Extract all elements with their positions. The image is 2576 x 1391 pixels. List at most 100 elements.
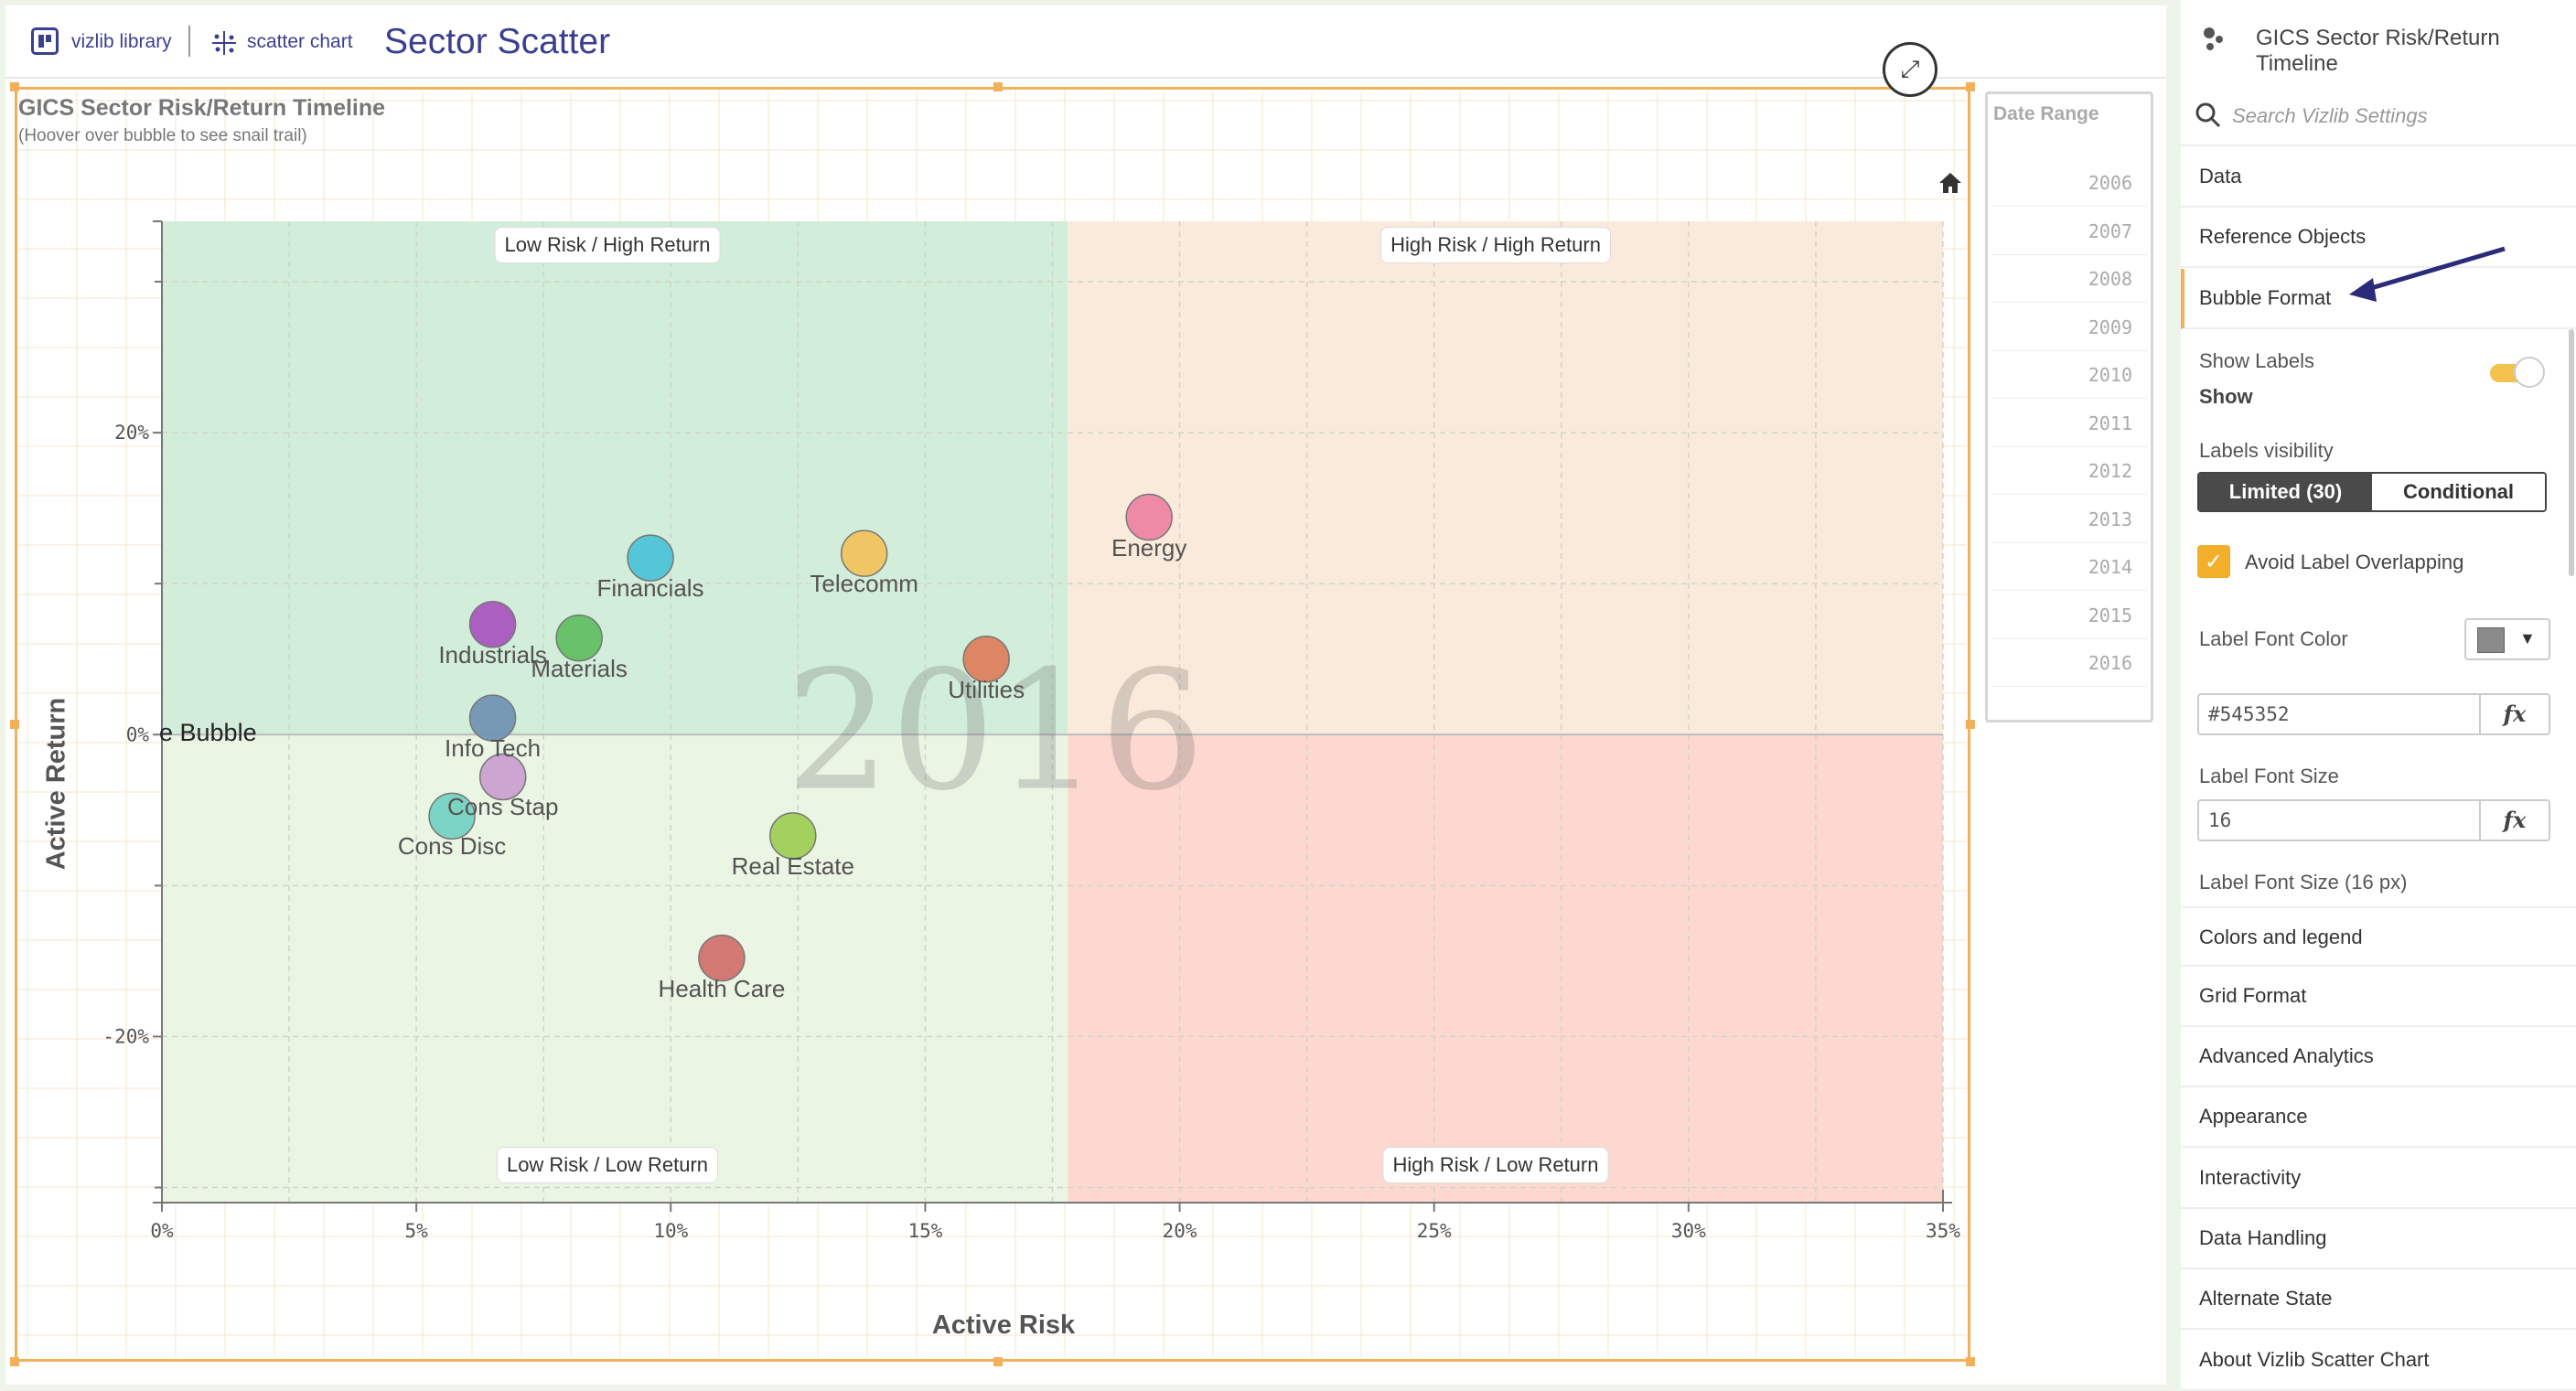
font-size-expression-button[interactable]: fx (2479, 799, 2550, 841)
labels-visibility-conditional-button[interactable]: Conditional (2372, 474, 2545, 510)
bubble-real-estate (769, 812, 817, 860)
breadcrumb-separator (188, 26, 190, 57)
bubble-label: Materials (531, 654, 628, 682)
x-tick-label: 10% (653, 1220, 688, 1242)
bubble-utilities (962, 635, 1010, 683)
color-swatch (2477, 627, 2505, 653)
labels-visibility-label: Labels visibility (2199, 439, 2334, 462)
resize-handle[interactable] (993, 82, 1003, 91)
bubble-health-care (698, 934, 746, 982)
section-advanced-analytics[interactable]: Advanced Analytics (2181, 1027, 2576, 1087)
year-item[interactable]: 2011 (1991, 400, 2147, 447)
bubble-label: Energy (1111, 533, 1187, 562)
resize-handle[interactable] (1966, 720, 1975, 729)
labels-visibility-limited-button[interactable]: Limited (30) (2199, 474, 2372, 510)
resize-handle[interactable] (1966, 1357, 1975, 1366)
breadcrumb-scatter-chart[interactable]: scatter chart (247, 31, 353, 52)
bubble-label: Industrials (438, 640, 547, 669)
year-item[interactable]: 2013 (1991, 496, 2147, 543)
settings-search (2181, 90, 2576, 146)
checkmark-icon: ✓ (2204, 549, 2224, 574)
x-tick-label: 0% (150, 1220, 174, 1242)
year-item[interactable]: 2015 (1991, 592, 2147, 639)
search-input[interactable] (2230, 97, 2563, 135)
bubble-label: Cons Stap (447, 793, 559, 821)
vizlib-logo-icon[interactable] (31, 27, 59, 55)
year-item[interactable]: 2007 (1991, 208, 2147, 255)
expand-button[interactable]: ⤢ (1883, 42, 1937, 97)
section-alternate-state[interactable]: Alternate State (2181, 1269, 2576, 1330)
chart-title: GICS Sector Risk/Return Timeline (18, 95, 386, 121)
show-labels-label: Show Labels (2199, 349, 2314, 372)
avoid-overlap-checkbox[interactable]: ✓ (2197, 545, 2230, 578)
section-data-handling[interactable]: Data Handling (2181, 1209, 2576, 1269)
date-range-title: Date Range (1993, 103, 2099, 124)
avoid-overlap-label: Avoid Label Overlapping (2245, 551, 2464, 573)
resize-handle[interactable] (10, 82, 19, 91)
quadrant-high-risk-low-return (1068, 734, 1943, 1203)
resize-handle[interactable] (993, 1357, 1003, 1366)
year-item[interactable]: 2012 (1991, 447, 2147, 495)
bubble-telecomm (840, 530, 888, 577)
breadcrumb-library[interactable]: vizlib library (71, 31, 172, 52)
y-tick-label: -20% (102, 1025, 149, 1047)
year-item[interactable]: 2014 (1991, 543, 2147, 591)
section-interactivity[interactable]: Interactivity (2181, 1149, 2576, 1209)
quadrant-high-risk-high-return (1068, 221, 1943, 735)
bubble-materials (555, 614, 603, 662)
section-about-vizlib-scatter-chart[interactable]: About Vizlib Scatter Chart (2181, 1331, 2576, 1391)
label-font-color-picker[interactable]: ▼ (2464, 618, 2550, 660)
bubble-info-tech (468, 694, 517, 742)
expand-icon: ⤢ (1900, 55, 1920, 82)
scatter-plot[interactable]: 0% 5% 10% 15% 20% 25% 30% 35% -20% 0% 20% (0, 0, 2177, 1389)
bubble-cons-stap (478, 753, 527, 801)
x-tick-label: 15% (907, 1220, 942, 1242)
label-font-size-label: Label Font Size (2199, 765, 2339, 787)
scatter-object-icon (2204, 27, 2223, 50)
y-tick-label: 0% (126, 723, 150, 745)
label-font-size-input[interactable]: 16 (2197, 799, 2481, 841)
bubble-label: Real Estate (731, 851, 854, 880)
y-tick-label: 20% (114, 422, 149, 444)
quadrant-low-risk-low-return (162, 734, 1068, 1203)
quadrant-label-high-risk-low-return: High Risk / Low Return (1382, 1147, 1609, 1183)
resize-handle[interactable] (10, 1357, 19, 1366)
x-tick-label: 5% (404, 1220, 428, 1242)
section-appearance[interactable]: Appearance (2181, 1087, 2576, 1148)
bubble-label: Financials (596, 574, 704, 603)
label-font-color-input[interactable]: #545352 (2197, 693, 2481, 735)
year-item[interactable]: 2010 (1991, 351, 2147, 399)
scatter-chart-icon (212, 31, 236, 55)
x-tick-label: 25% (1417, 1220, 1452, 1242)
section-colors-and-legend[interactable]: Colors and legend (2181, 906, 2576, 967)
section-bubble-format[interactable]: Bubble Format (2181, 269, 2576, 329)
date-range-panel[interactable]: Date Range 2006 2007 2008 2009 2010 2011 2012 2… (1985, 91, 2153, 722)
year-item[interactable]: 2016 (1991, 639, 2147, 687)
resize-handle[interactable] (1966, 82, 1975, 91)
label-font-size-px-label: Label Font Size (16 px) (2199, 871, 2408, 893)
home-icon[interactable] (1937, 170, 1963, 196)
section-reference-objects[interactable]: Reference Objects (2181, 208, 2576, 268)
quadrant-label-low-risk-high-return: Low Risk / High Return (494, 227, 721, 263)
chart-subtitle: (Hoover over bubble to see snail trail) (18, 126, 307, 145)
annotation-arrow (2349, 246, 2506, 302)
caret-down-icon: ▼ (2519, 629, 2536, 647)
settings-scrollbar[interactable] (2569, 329, 2574, 576)
show-labels-value: Show (2199, 385, 2253, 408)
x-tick-label: 35% (1926, 1220, 1960, 1242)
panel-header: GICS Sector Risk/Return Timeline (2181, 0, 2576, 79)
year-item[interactable]: 2006 (1991, 159, 2147, 207)
section-grid-format[interactable]: Grid Format (2181, 967, 2576, 1027)
bubble-label: Utilities (948, 675, 1025, 703)
bubble-label: Telecomm (810, 570, 918, 598)
bubble-financials (627, 534, 674, 582)
bubble-industrials (468, 601, 517, 648)
resize-handle[interactable] (10, 720, 19, 729)
toggle-knob[interactable] (2514, 357, 2545, 388)
font-color-expression-button[interactable]: fx (2479, 693, 2550, 735)
section-data[interactable]: Data (2181, 147, 2576, 208)
year-item[interactable]: 2009 (1991, 304, 2147, 351)
panel-header-title: GICS Sector Risk/Return Timeline (2256, 26, 2500, 76)
x-axis-title: Active Risk (931, 1311, 1076, 1340)
year-item[interactable]: 2008 (1991, 255, 2147, 303)
